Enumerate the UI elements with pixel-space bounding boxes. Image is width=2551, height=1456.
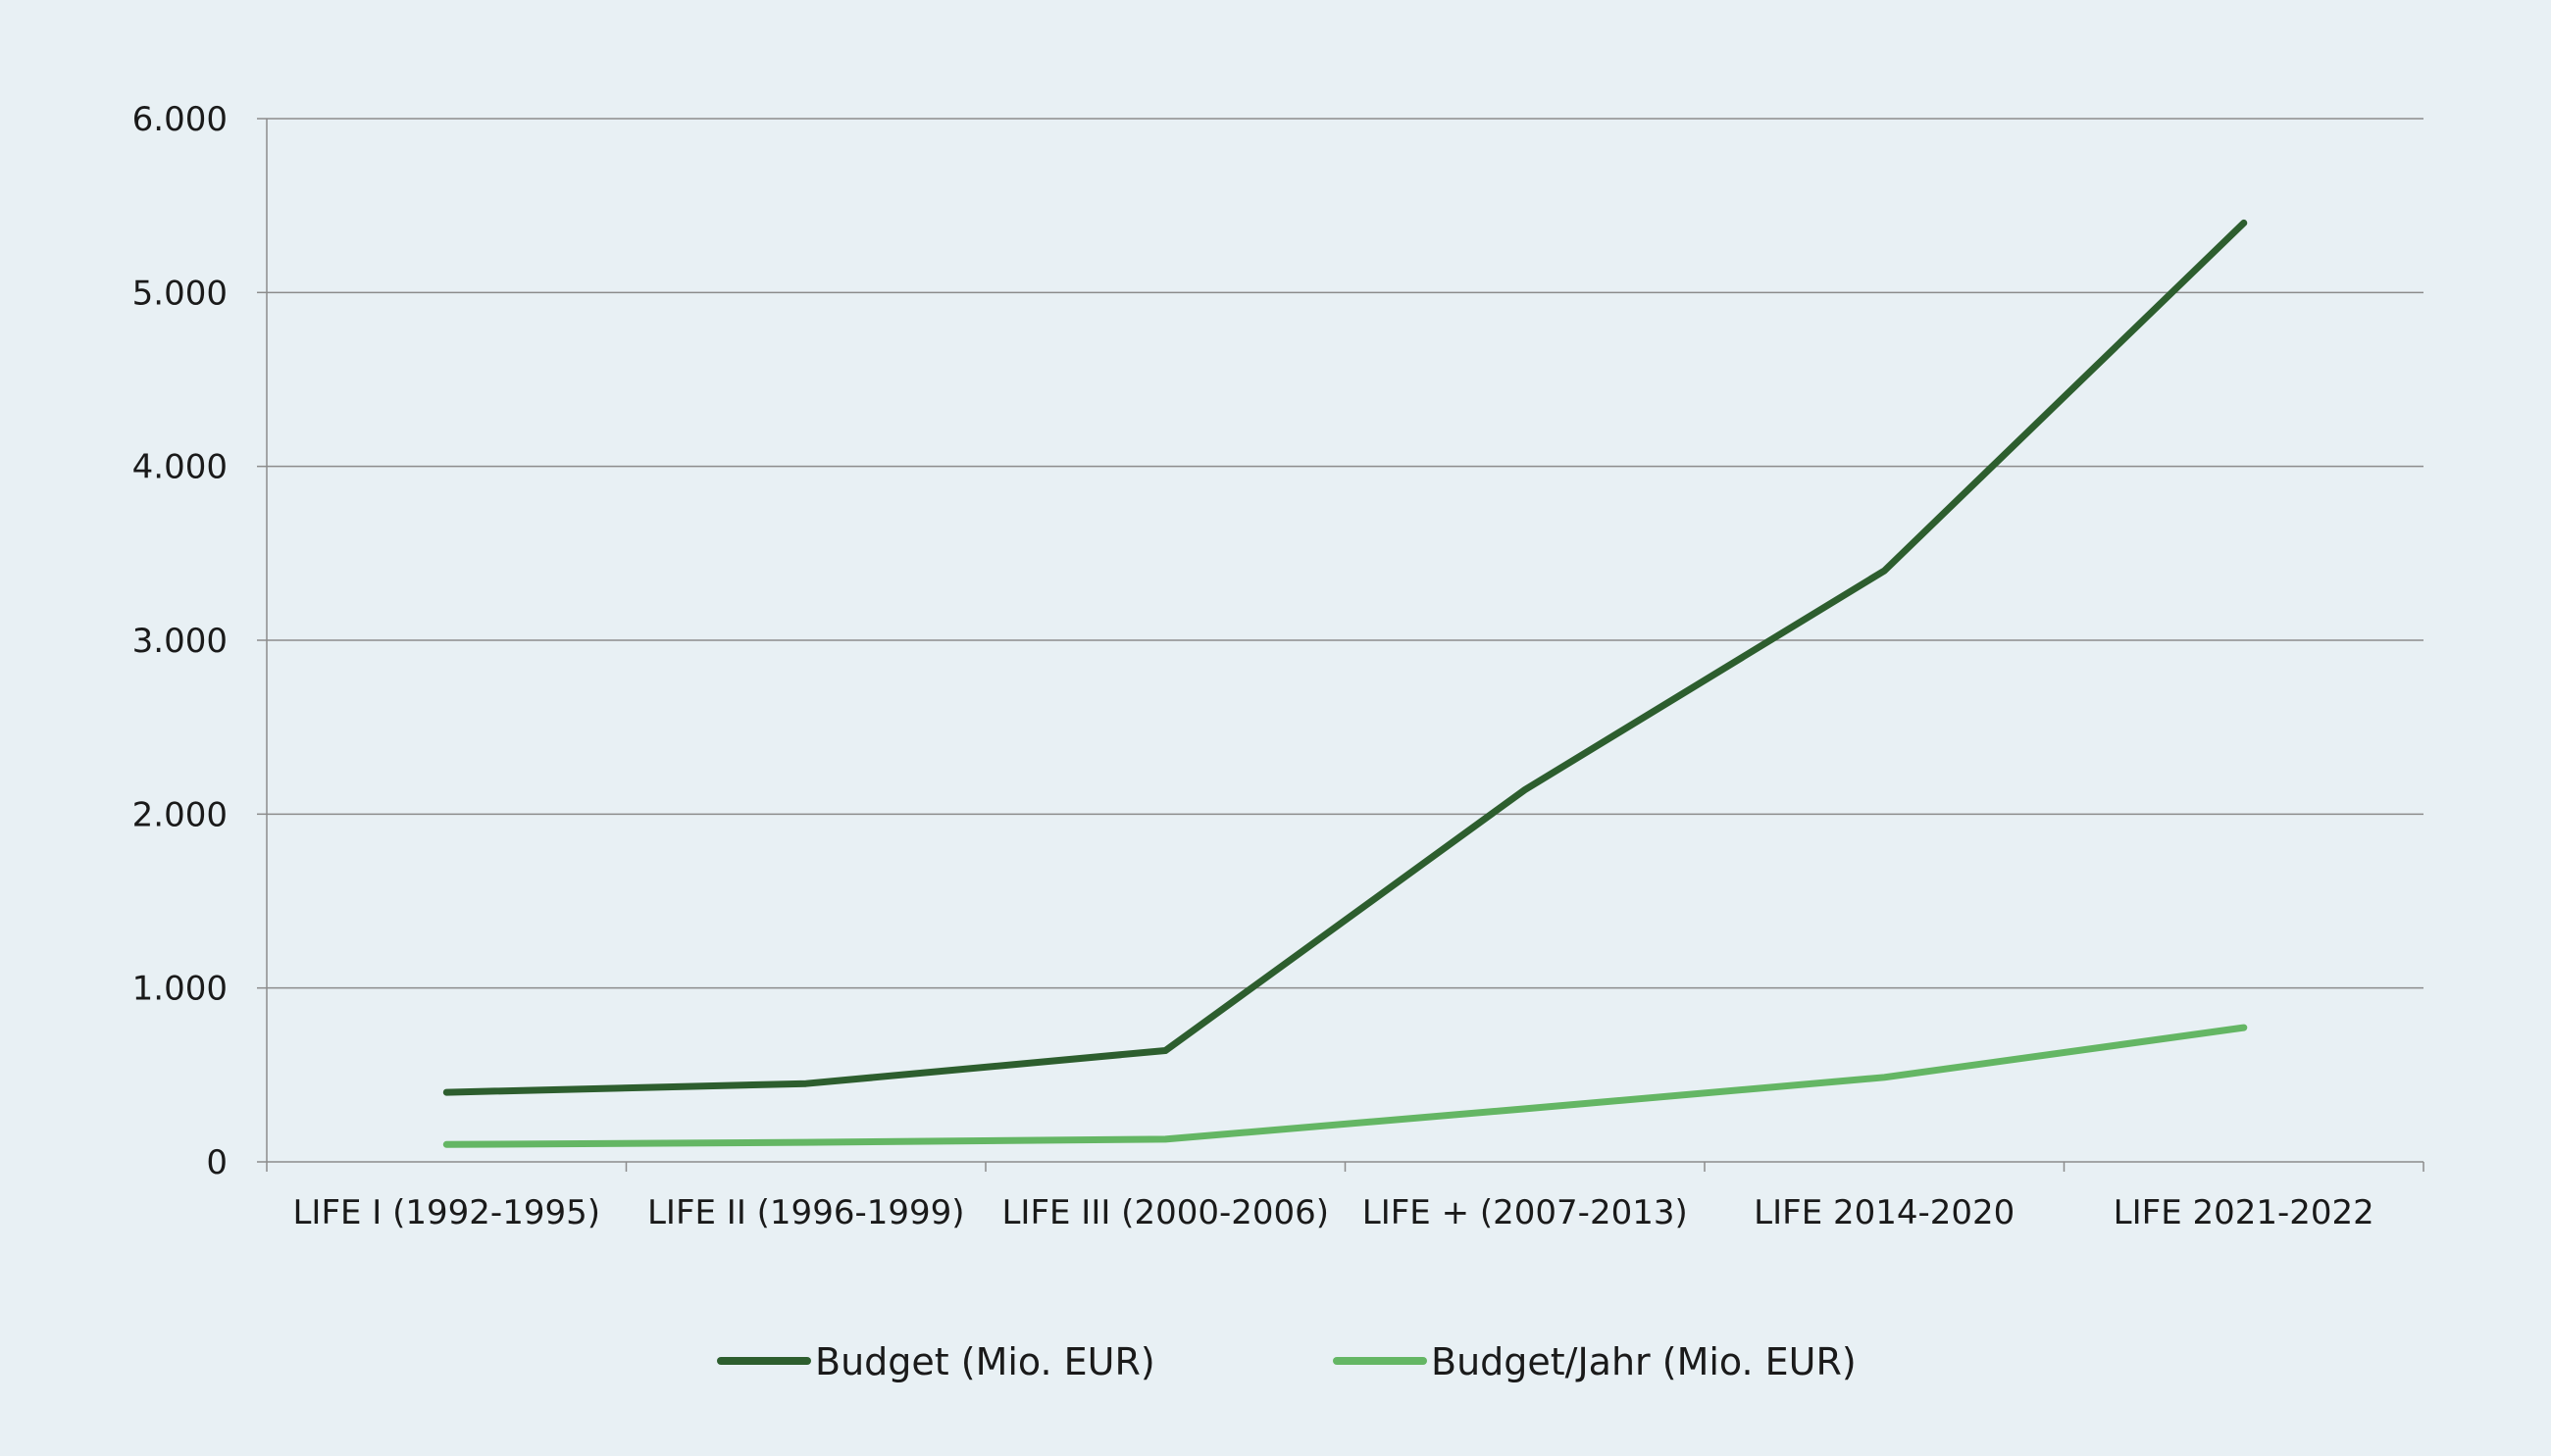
x-tick-label: LIFE I (1992-1995) (292, 1193, 600, 1232)
series-line-2 (442, 1024, 2248, 1148)
y-tick-label: 3.000 (132, 622, 228, 661)
series-line-1 (442, 219, 2248, 1096)
y-tick-label: 0 (206, 1143, 228, 1182)
axes (257, 118, 2424, 1172)
x-tick-label: LIFE III (2000-2006) (1001, 1193, 1329, 1232)
legend-label: Budget/Jahr (Mio. EUR) (1431, 1340, 1857, 1383)
y-tick-label: 6.000 (132, 100, 228, 139)
x-tick-label: LIFE + (2007-2013) (1362, 1193, 1688, 1232)
y-tick-label: 1.000 (132, 970, 228, 1009)
y-tick-label: 5.000 (132, 274, 228, 313)
legend: Budget (Mio. EUR) Budget/Jahr (Mio. EUR) (717, 1340, 1857, 1383)
x-tick-label: LIFE II (1996-1999) (647, 1193, 965, 1232)
series-lines (442, 219, 2248, 1148)
gridlines (267, 118, 2423, 989)
y-tick-label: 4.000 (132, 448, 228, 487)
x-tick-label: LIFE 2021-2022 (2114, 1193, 2374, 1232)
x-tick-label: LIFE 2014-2020 (1754, 1193, 2015, 1232)
y-tick-label: 2.000 (132, 795, 228, 834)
y-tick-labels: 0 1.000 2.000 3.000 4.000 5.000 6.000 (132, 100, 228, 1182)
x-tick-labels: LIFE I (1992-1995) LIFE II (1996-1999) LIF… (292, 1193, 2373, 1232)
legend-label: Budget (Mio. EUR) (815, 1340, 1155, 1383)
